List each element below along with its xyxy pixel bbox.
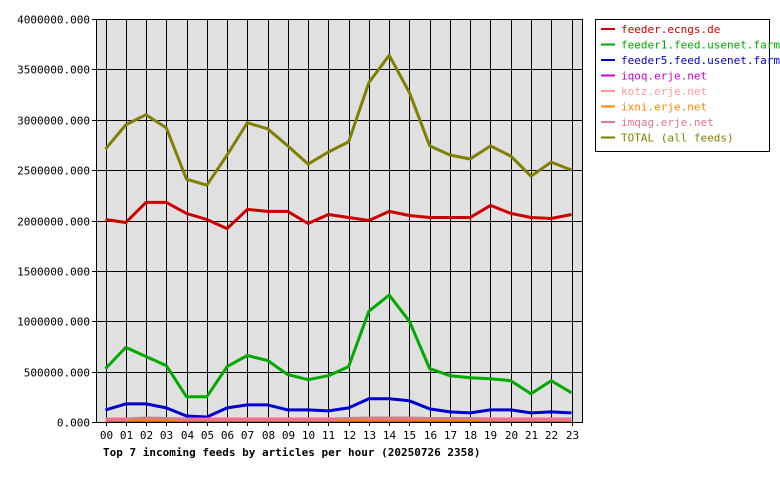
- x-tick-label: 07: [241, 429, 254, 442]
- y-axis-ticks: 0.000 500000.000 1000000.000 1500000.000 200…: [17, 14, 96, 430]
- x-tick-label: 13: [363, 429, 376, 442]
- series-lines: [104, 53, 573, 422]
- y-tick-label: 500000.000: [24, 367, 90, 380]
- legend-entry: kotz.erje.net: [621, 85, 707, 98]
- series-line: [105, 416, 572, 421]
- legend-entry: TOTAL (all feeds): [621, 132, 734, 145]
- series-line: [104, 293, 573, 399]
- x-tick-label: 06: [221, 429, 234, 442]
- y-tick-label: 2500000.000: [17, 165, 90, 178]
- x-tick-label: 10: [302, 429, 315, 442]
- legend-entry: ixni.erje.net: [621, 101, 707, 114]
- chart-title: Top 7 incoming feeds by articles per hou…: [103, 446, 481, 459]
- legend: feeder.ecngs.de feeder1.feed.usenet.farm f…: [595, 19, 780, 152]
- x-tick-label: 20: [505, 429, 518, 442]
- y-tick-label: 3500000.000: [17, 64, 90, 77]
- x-tick-label: 19: [484, 429, 497, 442]
- legend-box: [595, 19, 770, 152]
- x-tick-label: 12: [343, 429, 356, 442]
- y-tick-label: 0.000: [57, 417, 90, 430]
- x-axis-ticks: 00 01 02 03 04 05 06 07 08 09 10 11 12 13 14 15 16 17 18 19…: [100, 422, 579, 442]
- y-tick-label: 4000000.000: [17, 14, 90, 27]
- x-tick-label: 21: [525, 429, 538, 442]
- series-line: [104, 53, 573, 187]
- x-tick-label: 18: [464, 429, 477, 442]
- y-tick-label: 1500000.000: [17, 266, 90, 279]
- x-tick-label: 01: [120, 429, 133, 442]
- legend-entry: iqoq.erje.net: [621, 70, 707, 83]
- x-tick-label: 00: [100, 429, 113, 442]
- x-tick-label: 16: [424, 429, 437, 442]
- x-tick-label: 15: [403, 429, 416, 442]
- x-tick-label: 08: [262, 429, 275, 442]
- x-tick-label: 02: [140, 429, 153, 442]
- legend-entry: feeder.ecngs.de: [621, 23, 720, 36]
- legend-entry: feeder1.feed.usenet.farm: [621, 39, 780, 52]
- y-tick-label: 1000000.000: [17, 316, 90, 329]
- x-tick-label: 14: [383, 429, 397, 442]
- y-tick-label: 3000000.000: [17, 115, 90, 128]
- y-tick-label: 2000000.000: [17, 216, 90, 229]
- plot-area: [96, 19, 582, 422]
- x-tick-label: 23: [566, 429, 579, 442]
- x-tick-label: 03: [160, 429, 173, 442]
- x-tick-label: 22: [545, 429, 558, 442]
- x-tick-label: 09: [282, 429, 295, 442]
- legend-entry: imqag.erje.net: [621, 116, 714, 129]
- x-tick-label: 17: [444, 429, 457, 442]
- x-tick-label: 04: [181, 429, 195, 442]
- x-tick-label: 05: [201, 429, 214, 442]
- plot-border: [96, 19, 583, 423]
- series-line: [105, 397, 572, 419]
- series-line: [105, 200, 572, 231]
- x-tick-label: 11: [322, 429, 335, 442]
- legend-entry: feeder5.feed.usenet.farm: [621, 54, 780, 67]
